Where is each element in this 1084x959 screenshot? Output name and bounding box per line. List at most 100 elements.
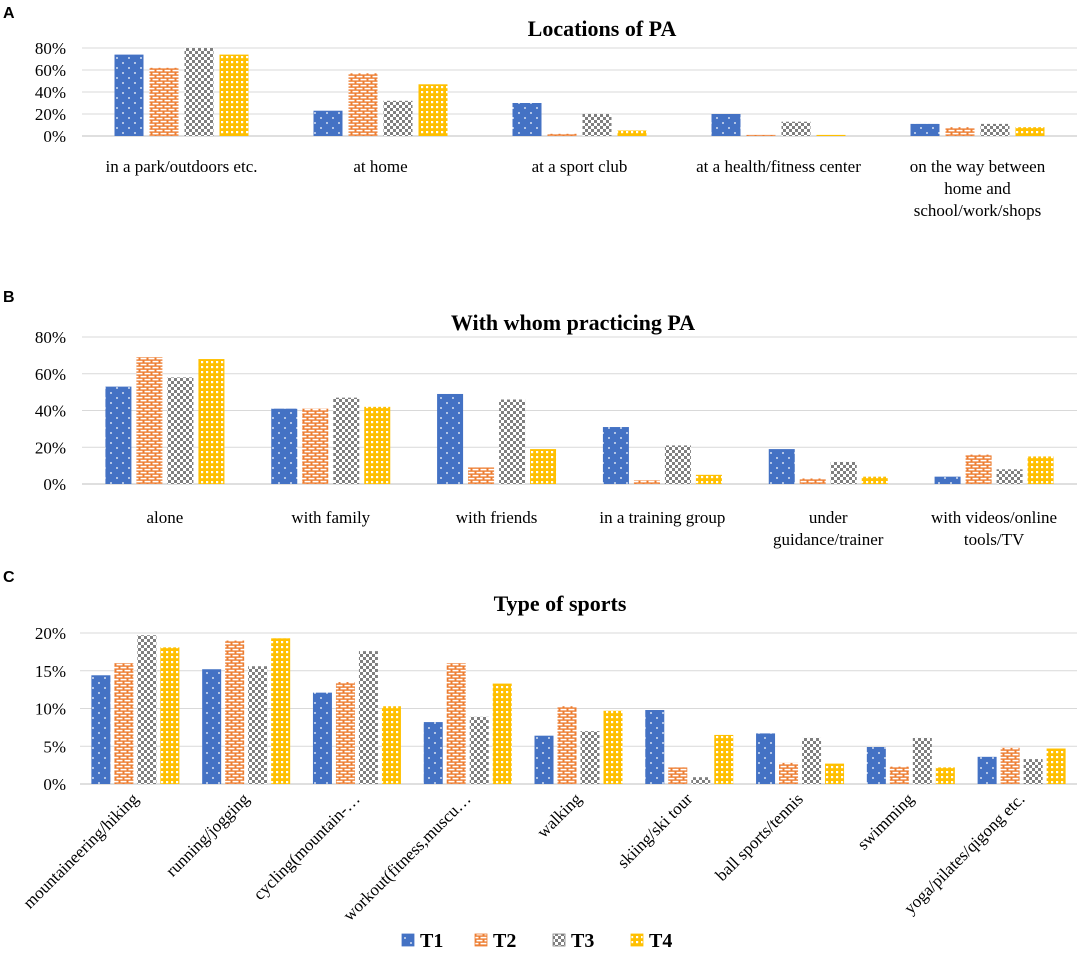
bar-t2: [136, 357, 163, 484]
panel-label: B: [3, 289, 15, 306]
bar-t3: [358, 651, 378, 784]
x-tick-label: walking: [533, 789, 586, 842]
x-tick-label: cycling(mountain-…: [250, 789, 364, 903]
bar-t4: [492, 683, 512, 784]
bar-t4: [219, 54, 249, 136]
chart-title: With whom practicing PA: [451, 310, 695, 335]
bar-t4: [816, 134, 846, 136]
x-tick-label: alone: [147, 508, 184, 527]
bar-t2: [1000, 747, 1020, 784]
y-tick-label: 0%: [43, 475, 66, 494]
bar-t3: [137, 635, 157, 784]
x-tick-label: in a training group: [599, 508, 725, 527]
bar-t4: [381, 706, 401, 784]
bar-t2: [668, 767, 688, 784]
bar-t1: [312, 692, 332, 784]
bar-t4: [695, 474, 722, 484]
bar-t3: [1023, 759, 1043, 784]
bar-t2: [965, 454, 992, 484]
y-tick-label: 10%: [35, 700, 66, 719]
y-tick-label: 20%: [35, 105, 66, 124]
bar-t3: [333, 397, 360, 484]
bar-t1: [114, 54, 144, 136]
panel-label: C: [3, 569, 15, 586]
bar-t4: [1046, 748, 1066, 784]
bar-t3: [802, 737, 822, 784]
bar-t3: [912, 737, 932, 784]
bar-t1: [512, 103, 542, 136]
bar-t3: [996, 469, 1023, 484]
legend-swatch-t1: [401, 933, 415, 947]
legend: T1 T2 T3 T4: [401, 930, 672, 952]
x-tick-label: ball sports/tennis: [712, 789, 807, 884]
legend-label-t1: T1: [420, 930, 443, 952]
bar-t1: [768, 449, 795, 484]
bar-t2: [799, 478, 826, 484]
bar-t1: [866, 747, 886, 784]
bar-t4: [271, 638, 291, 784]
x-tick-label: in a park/outdoors etc.: [105, 157, 257, 176]
x-tick-label: with family: [291, 508, 370, 527]
bar-t3: [248, 666, 268, 784]
bar-t3: [691, 777, 711, 784]
legend-swatch-t2: [474, 933, 488, 947]
bar-t1: [711, 114, 741, 136]
bar-t3: [582, 114, 612, 136]
bar-t3: [580, 731, 600, 784]
bar-t3: [184, 48, 214, 136]
legend-label-t4: T4: [649, 930, 672, 952]
legend-label-t2: T2: [493, 930, 516, 952]
bar-t1: [977, 756, 997, 784]
bar-t2: [557, 706, 577, 784]
bar-t2: [446, 663, 466, 784]
bar-t3: [167, 377, 194, 484]
bar-t2: [889, 766, 909, 784]
x-tick-label: swimming: [853, 789, 918, 854]
bar-t1: [202, 669, 222, 784]
y-tick-label: 60%: [35, 61, 66, 80]
bar-t4: [861, 476, 888, 484]
bar-t1: [437, 393, 464, 484]
x-tick-label: workout(fitness,muscu…: [339, 789, 474, 924]
legend-swatch-t3: [552, 933, 566, 947]
bar-t1: [423, 722, 443, 784]
bar-t2: [302, 408, 329, 484]
bar-t3: [980, 123, 1010, 136]
bar-t2: [547, 133, 577, 136]
bar-t1: [105, 386, 132, 484]
x-tick-label: with friends: [456, 508, 538, 527]
bar-t4: [603, 710, 623, 784]
bar-t4: [198, 359, 225, 484]
y-tick-label: 80%: [35, 39, 66, 58]
bar-t4: [418, 84, 448, 136]
chart-panel-a: A Locations of PA 0% 20% 40% 60% 80% in a par…: [3, 5, 1077, 220]
chart-title: Locations of PA: [528, 16, 677, 41]
bar-t4: [935, 767, 955, 784]
bar-t4: [364, 406, 391, 484]
bar-t4: [160, 647, 180, 784]
x-tick-label: under guidance/trainer: [773, 508, 884, 549]
y-tick-label: 20%: [35, 438, 66, 457]
bar-t1: [910, 123, 940, 136]
y-tick-label: 60%: [35, 365, 66, 384]
bar-t3: [383, 100, 413, 136]
x-tick-label: at a sport club: [532, 157, 628, 176]
x-tick-label: skiing/ski tour: [614, 789, 697, 872]
x-tick-label: at home: [353, 157, 407, 176]
bar-t3: [781, 121, 811, 136]
bar-t3: [469, 716, 489, 784]
bar-t2: [114, 663, 134, 784]
y-tick-label: 15%: [35, 662, 66, 681]
y-tick-label: 0%: [43, 775, 66, 794]
bar-t3: [664, 445, 691, 484]
bar-t4: [825, 763, 845, 784]
y-tick-label: 5%: [43, 737, 66, 756]
bar-t1: [271, 408, 298, 484]
y-tick-label: 40%: [35, 402, 66, 421]
x-tick-label: on the way between home and school/work/sh…: [910, 157, 1046, 220]
chart-title: Type of sports: [494, 591, 627, 616]
y-tick-label: 80%: [35, 328, 66, 347]
x-tick-label: at a health/fitness center: [696, 157, 861, 176]
x-tick-label: with videos/online tools/TV: [931, 508, 1057, 549]
